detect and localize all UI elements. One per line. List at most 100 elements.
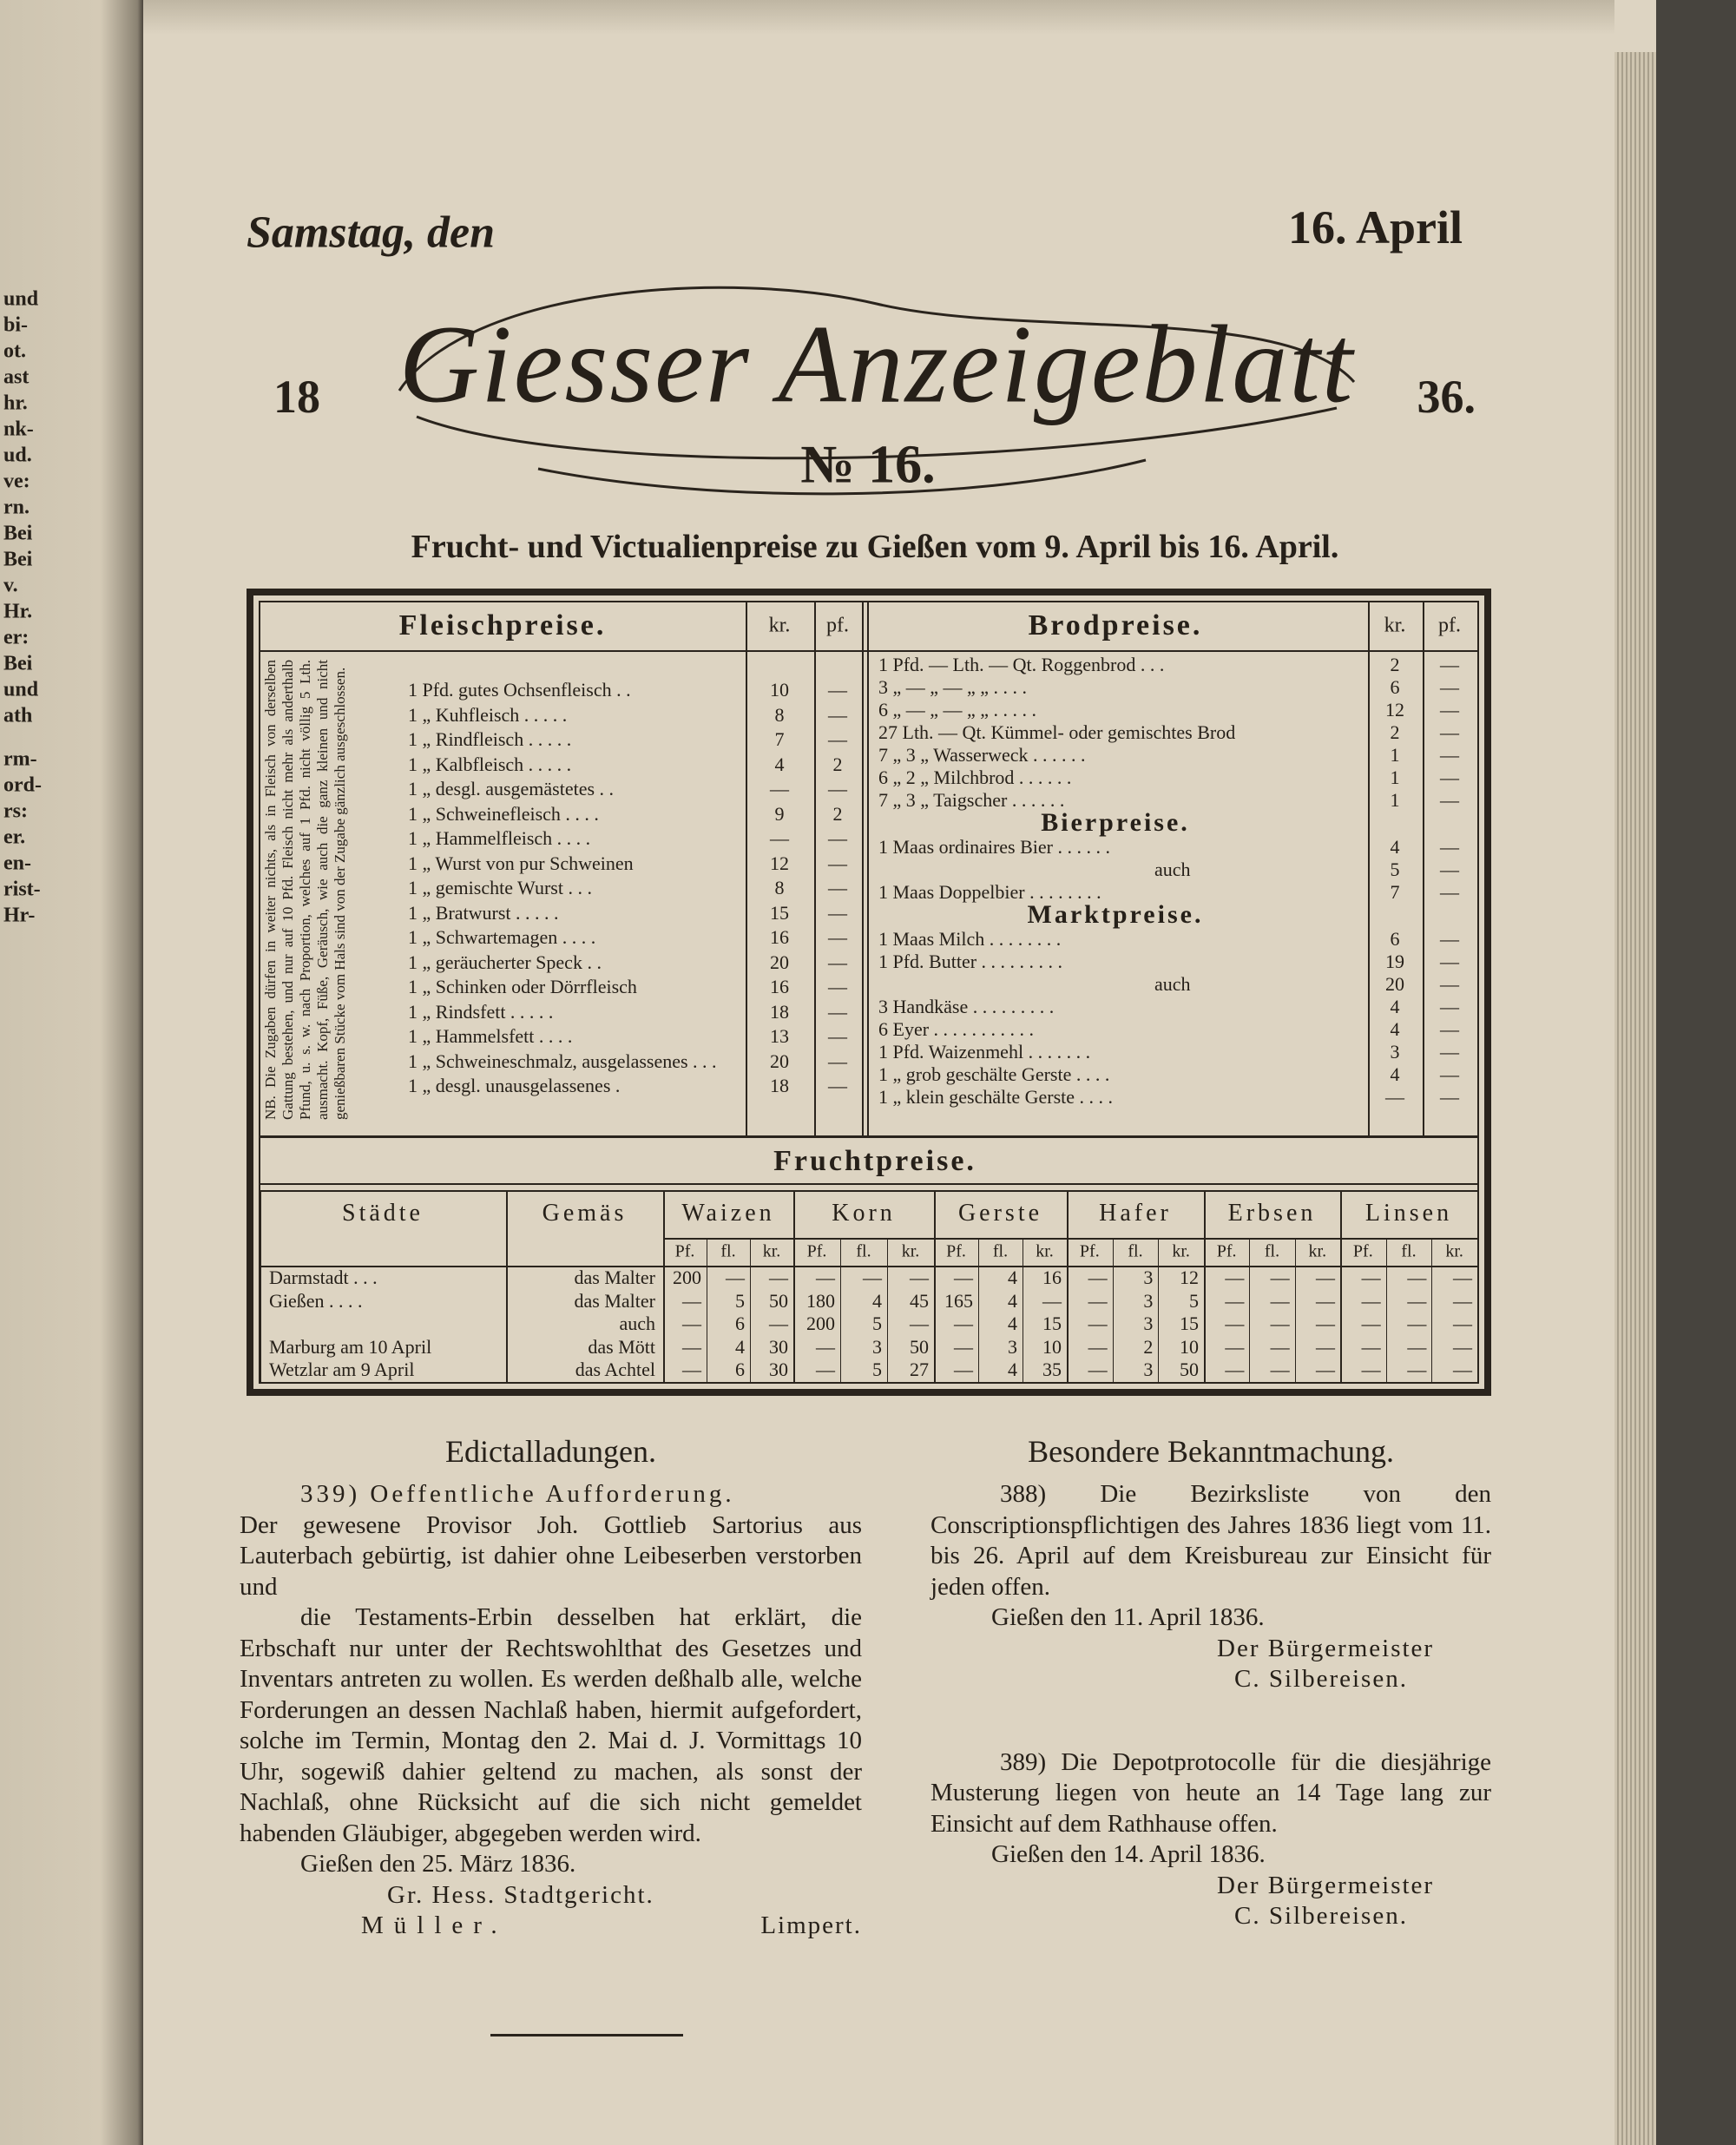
left-page xyxy=(0,0,143,2145)
price-pf: — xyxy=(1440,676,1459,698)
notice-signature: Der Bürgermeister xyxy=(1217,1634,1435,1662)
grain-price: — xyxy=(910,1313,929,1334)
price-kr: 16 xyxy=(770,976,789,997)
grain-price: 200 xyxy=(673,1267,701,1288)
grain-price: — xyxy=(1453,1313,1472,1334)
grain-subcolumn: fl. xyxy=(856,1241,871,1261)
grain-price: — xyxy=(863,1267,882,1288)
margin-fragment: rs: xyxy=(3,799,28,823)
rule xyxy=(260,1266,1477,1267)
margin-fragment: rist- xyxy=(3,878,41,901)
meat-item: 1 „ Rindfleisch . . . . . xyxy=(408,728,572,750)
rule xyxy=(259,601,260,1384)
grain-price: — xyxy=(816,1267,835,1288)
page-top-shadow xyxy=(143,0,1614,35)
rule xyxy=(1385,1238,1387,1382)
notice-signature: C. Silbereisen. xyxy=(1234,1902,1408,1930)
meat-item: 1 „ Wurst von pur Schweinen xyxy=(408,852,634,874)
grain-subcolumn: kr. xyxy=(1036,1241,1054,1261)
price-pf: — xyxy=(828,926,847,948)
price-pf: — xyxy=(1440,973,1459,995)
bread-item: auch xyxy=(1154,973,1191,995)
rule xyxy=(259,1382,1479,1384)
meat-item: 1 „ Bratwurst . . . . . xyxy=(408,901,559,924)
grain-column: Gerste xyxy=(957,1200,1043,1227)
price-kr: 5 xyxy=(1390,859,1400,880)
notice-heading: 339) Oeffentliche Aufforderung. xyxy=(300,1480,735,1508)
grain-price: — xyxy=(954,1267,973,1288)
margin-fragment: ast xyxy=(3,365,30,389)
meat-item: 1 „ Rindsfett . . . . . xyxy=(408,1000,554,1023)
grain-price: — xyxy=(1361,1267,1381,1288)
grain-column: Erbsen xyxy=(1227,1200,1317,1227)
grain-price: 180 xyxy=(806,1289,835,1312)
price-pf: — xyxy=(828,1075,847,1096)
rule xyxy=(1477,1190,1479,1382)
rule xyxy=(746,602,747,1135)
margin-fragment: ve: xyxy=(3,470,30,493)
grain-subcolumn: kr. xyxy=(762,1241,781,1261)
grain-price: 35 xyxy=(1042,1359,1062,1380)
price-pf: — xyxy=(1440,744,1459,766)
rule xyxy=(793,1190,795,1382)
rule xyxy=(1477,601,1479,1384)
margin-fragment: rn. xyxy=(3,496,30,519)
grain-subcolumn: fl. xyxy=(1401,1241,1417,1261)
notice-paragraph: die Testaments-Erbin desselben hat erklä… xyxy=(240,1603,862,1847)
margin-fragment: Hr. xyxy=(3,600,33,623)
section-title: Bierpreise. xyxy=(1041,808,1190,837)
grain-price: — xyxy=(1270,1335,1290,1358)
price-pf: — xyxy=(1440,1063,1459,1085)
grain-price: — xyxy=(682,1335,701,1358)
meat-item: 1 „ Kalbfleisch . . . . . xyxy=(408,753,572,775)
meat-item: 1 Pfd. gutes Ochsenfleisch . . xyxy=(408,679,631,701)
grain-measure: das Mött xyxy=(588,1335,655,1358)
price-kr: 18 xyxy=(770,1075,789,1096)
margin-fragment: rm- xyxy=(3,747,37,771)
rule xyxy=(1249,1238,1251,1382)
grain-price: 30 xyxy=(769,1359,788,1380)
rule xyxy=(260,1190,261,1382)
background xyxy=(1656,0,1736,2145)
notice-paragraph: Der gewesene Provisor Joh. Gottlieb Sart… xyxy=(240,1510,862,1601)
margin-fragment: en- xyxy=(3,852,31,875)
margin-fragment: Hr- xyxy=(3,904,36,927)
section-title: Marktpreise. xyxy=(1027,900,1204,929)
grain-price: 6 xyxy=(735,1313,745,1334)
grain-price: — xyxy=(1453,1289,1472,1312)
rule xyxy=(1112,1238,1114,1382)
price-kr: 19 xyxy=(1385,951,1404,972)
price-pf: — xyxy=(1440,699,1459,720)
bread-item: 1 Maas Doppelbier . . . . . . . . xyxy=(878,881,1101,903)
price-kr: 1 xyxy=(1390,789,1400,811)
grain-price: — xyxy=(1225,1289,1245,1312)
price-pf: — xyxy=(828,703,847,726)
price-kr: 2 xyxy=(1390,654,1400,675)
notice-paragraph: 388) Die Bezirksliste von den Conscripti… xyxy=(930,1480,1491,1601)
rule xyxy=(840,1238,841,1382)
price-pf: — xyxy=(828,951,847,973)
rule xyxy=(750,1238,751,1382)
grain-price: 45 xyxy=(910,1289,929,1312)
section-title: Brodpreise. xyxy=(1028,609,1203,642)
notice-signature: C. Silbereisen. xyxy=(1234,1665,1408,1693)
price-kr: 7 xyxy=(774,728,785,750)
book-edge xyxy=(1614,52,1656,2145)
grain-price: 15 xyxy=(1042,1313,1062,1334)
grain-measure: das Malter xyxy=(574,1289,655,1312)
grain-price: — xyxy=(1270,1267,1290,1288)
grain-price: — xyxy=(1088,1335,1108,1358)
price-kr: 10 xyxy=(770,679,789,701)
price-kr: 6 xyxy=(1390,676,1400,698)
grain-price: 3 xyxy=(1143,1359,1154,1380)
price-kr: 4 xyxy=(1390,1063,1400,1085)
grain-price: 10 xyxy=(1180,1335,1199,1358)
price-pf: — xyxy=(1440,1041,1459,1063)
price-kr: 18 xyxy=(770,1000,789,1023)
grain-price: — xyxy=(1225,1313,1245,1334)
subtitle: Frucht- und Victualienpreise zu Gießen v… xyxy=(411,529,1339,565)
bread-item: 1 Maas ordinaires Bier . . . . . . xyxy=(878,836,1110,858)
price-kr: 6 xyxy=(1390,928,1400,950)
price-kr: 3 xyxy=(1390,1041,1400,1063)
grain-price: — xyxy=(1316,1359,1335,1380)
